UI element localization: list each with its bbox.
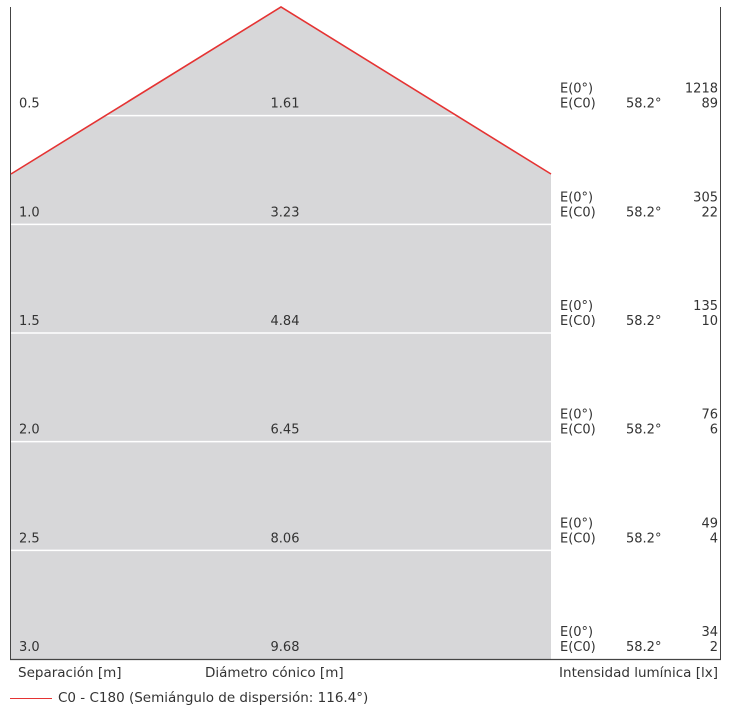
row-diameter-value: 1.61 [271, 97, 300, 112]
row-e0-label: E(0°) [560, 516, 593, 531]
row-diameter-value: 4.84 [271, 314, 300, 329]
row-ec0-angle: 58.2° [626, 423, 661, 438]
row-separation-value: 1.5 [19, 314, 40, 329]
row-diameter-value: 8.06 [271, 531, 300, 546]
row-ec0-value: 89 [701, 97, 718, 112]
row-ec0-value: 6 [710, 423, 718, 438]
cone-chart: 0.5 1.61 E(0°) 1218 E(C0) 58.2° 89 1.0 3.23 E(0°)… [10, 6, 721, 661]
chart-frame [10, 7, 721, 661]
row-e0-value: 135 [693, 299, 718, 314]
row-dividers [11, 114, 551, 552]
row-separation-value: 2.5 [19, 531, 40, 546]
row-e0-label: E(0°) [560, 190, 593, 205]
row-ec0-value: 4 [710, 531, 718, 546]
row-e0-label: E(0°) [560, 408, 593, 423]
row-e0-value: 34 [701, 625, 718, 640]
row-separation-value: 1.0 [19, 205, 40, 220]
separation-axis-label: Separación [m] [18, 665, 122, 681]
diameter-axis-label: Diámetro cónico [m] [205, 665, 344, 681]
row-diameter-value: 6.45 [271, 423, 300, 438]
row-ec0-label: E(C0) [560, 205, 596, 220]
row-e0-value: 49 [701, 516, 718, 531]
row-ec0-label: E(C0) [560, 97, 596, 112]
legend-label-c0-c180: C0 - C180 (Semiángulo de dispersión: 116… [58, 690, 369, 706]
row-ec0-value: 10 [701, 314, 718, 329]
row-e0-label: E(0°) [560, 82, 593, 97]
row-ec0-angle: 58.2° [626, 314, 661, 329]
intensity-axis-label: Intensidad lumínica [lx] [559, 665, 718, 681]
row-ec0-label: E(C0) [560, 423, 596, 438]
legend: C0 - C180 (Semiángulo de dispersión: 116… [10, 689, 368, 707]
row-ec0-label: E(C0) [560, 314, 596, 329]
row-ec0-label: E(C0) [560, 640, 596, 655]
row-ec0-value: 22 [701, 205, 718, 220]
row-separation-value: 0.5 [19, 97, 40, 112]
row-ec0-label: E(C0) [560, 531, 596, 546]
row-separation-value: 3.0 [19, 640, 40, 655]
row-ec0-angle: 58.2° [626, 205, 661, 220]
row-e0-label: E(0°) [560, 625, 593, 640]
row-separation-value: 2.0 [19, 423, 40, 438]
legend-swatch-c0-c180 [10, 697, 52, 699]
row-diameter-value: 9.68 [271, 640, 300, 655]
row-e0-value: 305 [693, 190, 718, 205]
row-e0-value: 76 [701, 408, 718, 423]
row-labels: 0.5 1.61 E(0°) 1218 E(C0) 58.2° 89 1.0 3.23 E(0°)… [19, 82, 718, 655]
row-ec0-value: 2 [710, 640, 718, 655]
row-ec0-angle: 58.2° [626, 97, 661, 112]
cone-outline-c0-c180 [10, 6, 552, 175]
row-ec0-angle: 58.2° [626, 531, 661, 546]
row-e0-value: 1218 [685, 82, 718, 97]
row-diameter-value: 3.23 [271, 205, 300, 220]
row-ec0-angle: 58.2° [626, 640, 661, 655]
row-e0-label: E(0°) [560, 299, 593, 314]
